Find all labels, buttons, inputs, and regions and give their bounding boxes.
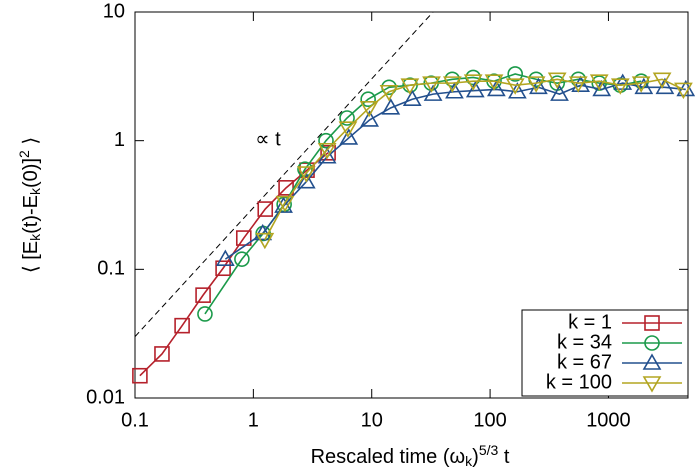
marker [592,79,612,97]
marker [132,367,148,384]
label-part: t [498,446,510,468]
marker [589,74,609,91]
marker [235,230,252,246]
marker [379,84,399,102]
label-part: ⟨ [E [20,241,42,273]
y-tick-label: 1 [114,129,125,151]
x-tick-label: 100 [473,409,506,431]
label-part: k [27,233,43,241]
plot-frame [134,11,689,399]
guide-label: ∝ t [255,128,281,150]
marker [317,142,337,160]
marker [339,128,359,145]
marker [463,74,483,91]
marker [257,201,274,217]
marker [195,287,211,303]
x-tick-label: 10 [361,409,383,431]
y-tick-label: 10 [103,0,125,22]
marker [338,121,358,138]
label-part: (t)-E [20,195,42,234]
label-part: ) [472,446,479,468]
marker [465,80,485,98]
x-tick-label: 0.1 [121,409,149,431]
marker [253,223,273,241]
legend-label: k = 1 [568,311,612,333]
marker [339,110,355,126]
marker [381,98,401,115]
marker [360,110,380,127]
marker [234,251,250,267]
y-axis-label: ⟨ [Ek(t)-Ek(0)]2 ⟩ [16,137,43,273]
series-line [204,73,642,315]
x-tick-label: 1000 [586,409,631,431]
legend-label: k = 34 [557,331,612,353]
label-part: Rescaled time (ω [311,446,466,468]
legend-label: k = 67 [557,351,612,373]
marker [154,346,170,362]
marker [642,376,662,393]
marker [634,77,654,95]
y-tick-label: 0.01 [86,386,125,408]
series-line [264,78,684,241]
marker [674,82,693,100]
marker [296,172,316,189]
marker [644,315,660,331]
marker [652,72,672,89]
marker [550,84,569,101]
marker [174,317,190,334]
series-line [224,82,686,260]
legend-box [521,309,689,397]
marker [215,249,235,266]
marker [402,89,422,107]
marker [317,147,337,164]
marker [526,76,546,93]
x-tick-label: 1 [248,409,259,431]
marker [360,91,376,108]
x-axis-label: Rescaled time (ωk)5/3 t [311,442,510,469]
marker [400,78,420,95]
marker [296,166,316,183]
marker [422,76,441,93]
label-part: (0)] [20,158,42,188]
marker [547,72,567,89]
marker [631,76,651,93]
marker [255,232,275,250]
label-part: 2 [16,150,32,158]
label-part: 5/3 [479,442,499,458]
marker [215,260,231,277]
marker [423,84,443,101]
marker [484,74,504,91]
marker [275,195,295,213]
label-part: k [27,187,43,195]
marker [445,82,464,99]
guide-line [135,12,434,337]
y-tick-label: 0.1 [97,258,125,280]
legend-label: k = 100 [546,371,612,393]
label-part: ⟩ [20,137,42,150]
marker [442,76,462,93]
label-part: k [465,453,473,469]
marker [486,79,506,97]
marker [505,78,525,95]
marker [320,144,336,161]
marker [507,66,524,82]
marker [529,77,548,95]
marker [642,353,662,370]
marker [644,335,660,351]
marker [610,78,630,95]
marker [568,76,588,93]
marker [197,306,213,322]
marker [318,132,334,149]
marker [571,75,591,92]
marker [359,101,379,118]
